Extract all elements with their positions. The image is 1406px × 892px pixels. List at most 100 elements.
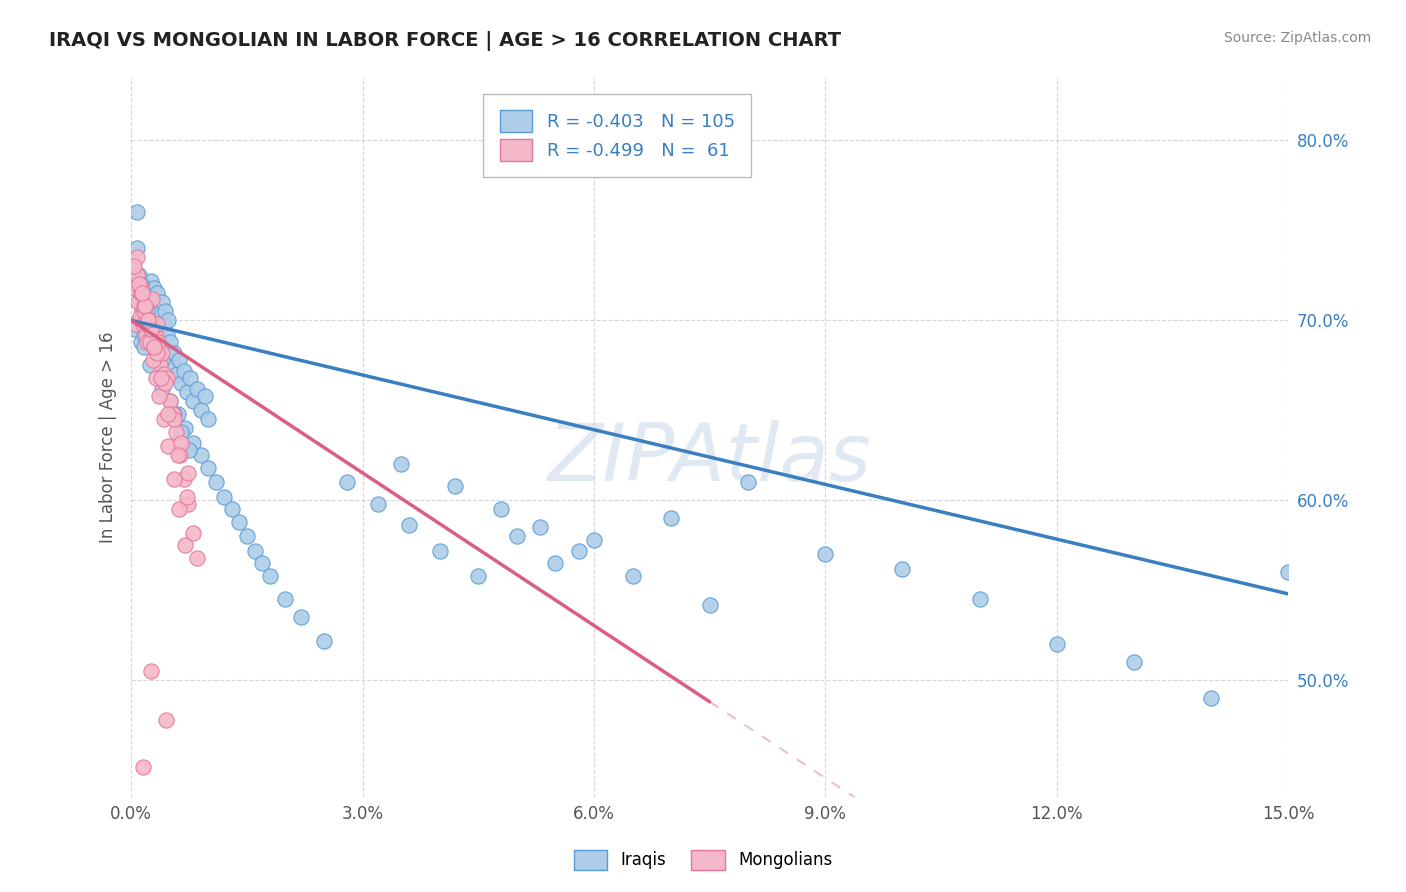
Point bbox=[1122, 655, 1144, 669]
Point bbox=[138, 334, 160, 349]
Point bbox=[143, 327, 166, 342]
Point bbox=[127, 295, 149, 310]
Point bbox=[737, 475, 759, 490]
Point bbox=[135, 304, 157, 318]
Point bbox=[814, 547, 837, 561]
Point bbox=[139, 322, 162, 336]
Point bbox=[491, 502, 513, 516]
Point bbox=[274, 592, 297, 607]
Point bbox=[143, 340, 166, 354]
Point bbox=[129, 295, 152, 310]
Point bbox=[181, 394, 204, 409]
Point bbox=[134, 299, 156, 313]
Point bbox=[136, 281, 159, 295]
Point bbox=[131, 286, 153, 301]
Point bbox=[149, 334, 172, 349]
Point bbox=[153, 376, 176, 391]
Point bbox=[141, 274, 163, 288]
Point bbox=[197, 461, 219, 475]
Point bbox=[136, 313, 159, 327]
Point bbox=[128, 286, 150, 301]
Point bbox=[134, 299, 156, 313]
Point bbox=[166, 368, 188, 382]
Point bbox=[152, 412, 174, 426]
Point bbox=[969, 592, 991, 607]
Point bbox=[659, 511, 682, 525]
Point bbox=[134, 340, 156, 354]
Point bbox=[193, 389, 215, 403]
Point bbox=[181, 435, 204, 450]
Point bbox=[236, 529, 259, 543]
Point bbox=[190, 448, 212, 462]
Point bbox=[312, 633, 335, 648]
Point bbox=[166, 448, 188, 462]
Point bbox=[156, 327, 179, 342]
Point bbox=[145, 317, 167, 331]
Point bbox=[143, 327, 166, 342]
Point bbox=[134, 292, 156, 306]
Point bbox=[143, 313, 166, 327]
Point bbox=[127, 205, 149, 219]
Point bbox=[205, 475, 228, 490]
Legend: R = -0.403   N = 105, R = -0.499   N =  61: R = -0.403 N = 105, R = -0.499 N = 61 bbox=[484, 94, 751, 178]
Point bbox=[157, 313, 180, 327]
Point bbox=[1277, 566, 1299, 580]
Point bbox=[167, 353, 190, 368]
Point bbox=[148, 340, 170, 354]
Point bbox=[155, 713, 177, 727]
Point bbox=[135, 327, 157, 342]
Point bbox=[145, 286, 167, 301]
Point bbox=[159, 394, 181, 409]
Point bbox=[128, 268, 150, 283]
Point bbox=[139, 664, 162, 678]
Point bbox=[699, 598, 721, 612]
Point bbox=[141, 322, 163, 336]
Point bbox=[176, 490, 198, 504]
Point bbox=[129, 281, 152, 295]
Point bbox=[149, 359, 172, 373]
Point bbox=[170, 376, 193, 391]
Point bbox=[1199, 691, 1222, 706]
Point bbox=[122, 281, 145, 295]
Point bbox=[160, 359, 183, 373]
Point bbox=[506, 529, 529, 543]
Text: ZIPAtlas: ZIPAtlas bbox=[548, 420, 872, 498]
Point bbox=[163, 345, 186, 359]
Point bbox=[166, 407, 188, 421]
Point bbox=[153, 304, 176, 318]
Point bbox=[141, 317, 163, 331]
Point bbox=[131, 304, 153, 318]
Point bbox=[544, 556, 567, 570]
Text: IRAQI VS MONGOLIAN IN LABOR FORCE | AGE > 16 CORRELATION CHART: IRAQI VS MONGOLIAN IN LABOR FORCE | AGE … bbox=[49, 31, 841, 51]
Point bbox=[143, 327, 166, 342]
Point bbox=[186, 382, 208, 396]
Point bbox=[159, 394, 181, 409]
Point bbox=[145, 371, 167, 385]
Point bbox=[153, 368, 176, 382]
Point bbox=[142, 281, 165, 295]
Point bbox=[177, 467, 200, 481]
Point bbox=[582, 533, 605, 547]
Point bbox=[129, 286, 152, 301]
Point bbox=[259, 569, 281, 583]
Point bbox=[150, 382, 173, 396]
Point bbox=[152, 317, 174, 331]
Point bbox=[139, 322, 162, 336]
Point bbox=[141, 292, 163, 306]
Point bbox=[135, 299, 157, 313]
Point bbox=[129, 334, 152, 349]
Point bbox=[122, 260, 145, 274]
Point bbox=[138, 313, 160, 327]
Point bbox=[125, 251, 148, 265]
Point bbox=[444, 479, 467, 493]
Point bbox=[228, 515, 250, 529]
Point bbox=[290, 610, 312, 624]
Point bbox=[165, 425, 187, 439]
Point bbox=[173, 364, 195, 378]
Point bbox=[148, 334, 170, 349]
Point bbox=[367, 497, 389, 511]
Point bbox=[159, 334, 181, 349]
Point bbox=[252, 556, 274, 570]
Point bbox=[176, 385, 198, 400]
Point bbox=[568, 543, 591, 558]
